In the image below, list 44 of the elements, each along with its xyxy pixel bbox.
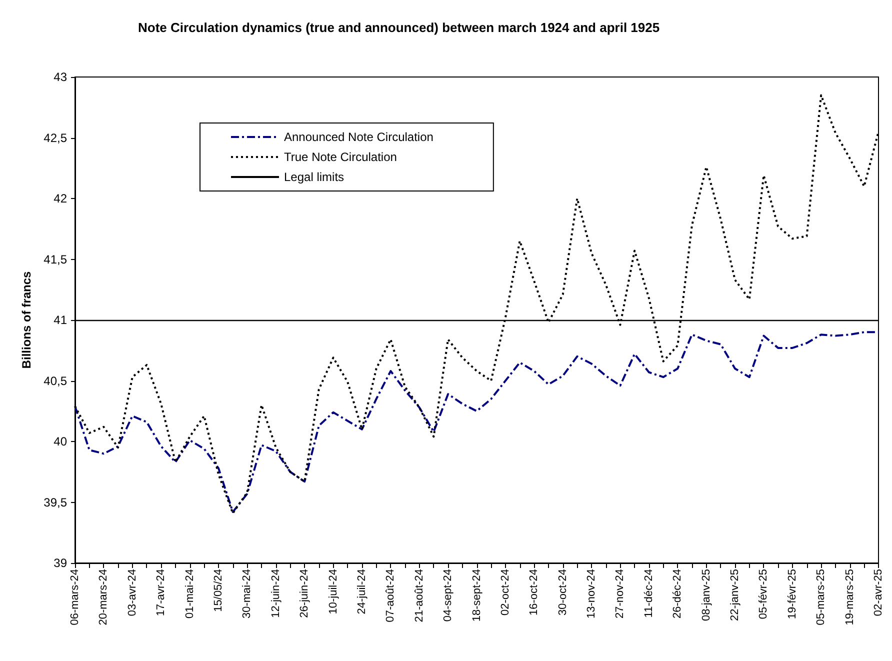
x-tick-label: 20-mars-24 <box>98 569 110 626</box>
x-tick-label: 08-janv-25 <box>700 569 712 621</box>
x-tick-label: 22-janv-25 <box>729 569 742 621</box>
y-tick-label: 40,5 <box>44 374 68 388</box>
x-tick-label: 21-août-24 <box>413 569 426 622</box>
y-tick-label: 42 <box>54 192 68 206</box>
y-tick-label: 40 <box>54 434 68 448</box>
x-tick-label: 15/05/24 <box>212 569 224 612</box>
legend-label: Legal limits <box>284 170 344 184</box>
x-tick-label: 19-mars-25 <box>844 569 856 626</box>
chart-title: Note Circulation dynamics (true and announced) between march 1924 and april 1925 <box>138 20 660 35</box>
x-tick-label: 10-juil-24 <box>327 569 340 614</box>
y-tick-label: 41 <box>54 313 68 327</box>
x-tick-label: 26-déc-24 <box>672 569 684 619</box>
legend-label: Announced Note Circulation <box>284 130 434 144</box>
x-tick-label: 02-oct-24 <box>499 569 512 616</box>
x-tick-label: 27-nov-24 <box>614 569 626 619</box>
x-tick-label: 13-nov-24 <box>586 569 598 619</box>
x-tick-label: 07-août-24 <box>384 569 397 622</box>
x-tick-label: 03-avr-24 <box>126 569 138 616</box>
y-tick-label: 43 <box>54 70 68 84</box>
y-tick-label: 39,5 <box>44 495 68 510</box>
x-tick-label: 02-avr-25 <box>872 569 884 616</box>
y-tick-label: 41,5 <box>44 252 68 266</box>
x-tick-label: 17-avr-24 <box>155 569 168 616</box>
y-tick-label: 39 <box>54 556 68 570</box>
x-tick-label: 06-mars-24 <box>69 569 81 626</box>
y-axis-title: Billions of francs <box>20 271 34 369</box>
x-tick-label: 26-juin-24 <box>298 569 311 618</box>
x-tick-label: 24-juil-24 <box>356 569 368 614</box>
x-tick-label: 16-oct-24 <box>528 569 540 616</box>
legend-label: True Note Circulation <box>284 150 397 164</box>
x-tick-label: 30-oct-24 <box>556 569 569 616</box>
y-tick-label: 42,5 <box>44 130 68 145</box>
x-tick-label: 12-juin-24 <box>270 569 282 618</box>
line-series <box>74 331 880 513</box>
x-tick-label: 19-févr-25 <box>786 569 798 620</box>
x-tick-label: 01-mai-24 <box>184 569 196 619</box>
x-tick-label: 18-sept-24 <box>470 569 483 622</box>
x-tick-label: 11-déc-24 <box>642 569 655 618</box>
x-tick-label: 05-mars-25 <box>815 569 828 626</box>
x-tick-label: 05-févr-25 <box>758 569 770 620</box>
x-tick-label: 30-mai-24 <box>241 569 254 619</box>
x-tick-label: 04-sept-24 <box>442 569 454 622</box>
